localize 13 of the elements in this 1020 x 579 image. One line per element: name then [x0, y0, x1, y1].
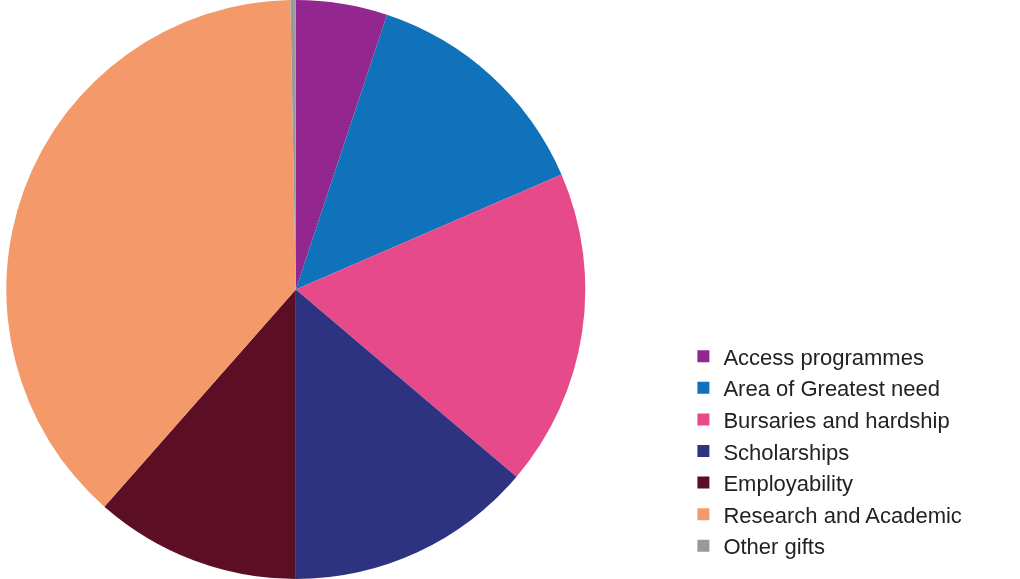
pie-slice — [104, 289, 296, 579]
legend-label: Access programmes — [723, 344, 924, 370]
legend-label: Other gifts — [723, 534, 825, 560]
pie-slice — [295, 289, 517, 579]
pie-slice — [295, 0, 387, 290]
legend-label: Scholarships — [723, 439, 850, 465]
pie-slice — [6, 0, 296, 507]
legend-label: Research and Academic — [723, 502, 962, 528]
pie-slice — [295, 174, 586, 477]
legend-label: Employability — [723, 471, 854, 497]
legend-label: Bursaries and hardship — [723, 408, 950, 433]
legend-label: Area of Greatest need — [723, 376, 940, 402]
pie-slice — [295, 14, 562, 290]
